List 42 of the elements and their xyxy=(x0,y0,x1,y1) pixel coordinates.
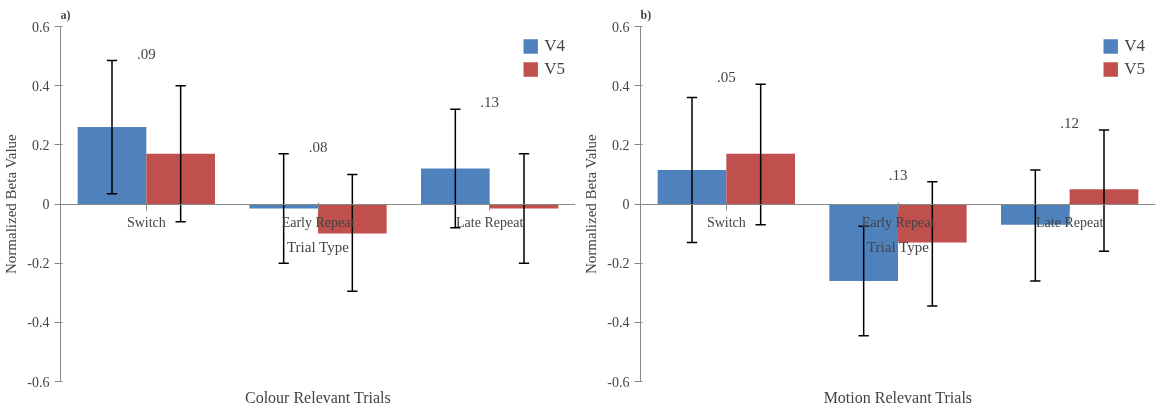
text: Colour Relevant Trials xyxy=(244,388,391,406)
y-tick-label: -0.4 xyxy=(27,315,50,331)
y-tick-label: -0.6 xyxy=(27,374,50,390)
legend-label: V4 xyxy=(544,36,565,56)
x-axis-title: Trial Type xyxy=(286,238,350,255)
y-tick-label: 0.2 xyxy=(612,137,630,153)
text: a) xyxy=(60,7,71,22)
y-tick-label: 0.4 xyxy=(32,78,50,94)
annotation: .08 xyxy=(308,138,328,155)
bar xyxy=(829,204,898,281)
y-tick-label: 0.4 xyxy=(612,78,630,94)
legend-label: V4 xyxy=(1124,36,1145,56)
annotation: .09 xyxy=(136,45,156,62)
y-tick-label: 0.2 xyxy=(32,137,50,153)
y-tick-label: 0.6 xyxy=(612,19,630,35)
x-axis-title: Trial Type xyxy=(866,238,930,255)
y-axis-title: Normalized Beta Value xyxy=(583,133,600,274)
legend-label: V5 xyxy=(1124,59,1145,79)
bar xyxy=(1069,189,1139,204)
annotation: .13 xyxy=(888,166,908,183)
bar xyxy=(421,168,490,204)
annotation: .05 xyxy=(716,69,736,86)
y-tick-label: 0 xyxy=(42,197,50,212)
text: Motion Relevant Trials xyxy=(823,388,973,406)
y-tick-label: -0.4 xyxy=(607,315,630,331)
bar xyxy=(77,127,147,204)
y-tick-label: -0.2 xyxy=(27,256,50,272)
y-tick-label: 0 xyxy=(622,197,630,212)
x-tick-label: Late Repeat xyxy=(456,215,524,230)
x-tick-label: Switch xyxy=(126,215,166,230)
annotation: .13 xyxy=(480,94,500,111)
y-tick-label: 0.6 xyxy=(32,19,50,35)
bar xyxy=(146,153,215,204)
bar xyxy=(657,169,727,204)
text: b) xyxy=(640,7,652,22)
x-tick-label: Switch xyxy=(706,215,746,230)
legend-label: V5 xyxy=(544,59,565,79)
bar xyxy=(726,153,795,204)
annotation: .12 xyxy=(1060,115,1080,132)
y-axis-title: Normalized Beta Value xyxy=(3,133,20,274)
y-tick-label: -0.2 xyxy=(607,256,630,272)
y-tick-label: -0.6 xyxy=(607,374,630,390)
